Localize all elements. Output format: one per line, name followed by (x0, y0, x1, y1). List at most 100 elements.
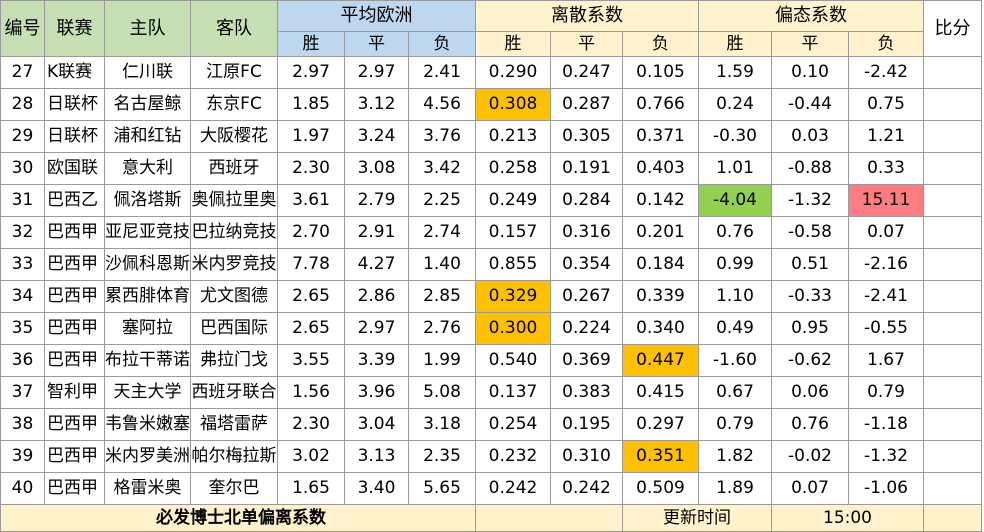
row-league-cell[interactable]: 巴西甲 (44, 280, 105, 313)
score-cell[interactable] (923, 440, 982, 473)
row-league-cell[interactable]: 巴西乙 (44, 184, 105, 217)
bias-draw-cell[interactable]: 0.03 (771, 120, 849, 153)
odds-lose-cell[interactable]: 5.08 (408, 376, 476, 409)
bias-win-cell[interactable]: 1.01 (698, 152, 772, 185)
disp-lose-cell[interactable]: 0.351 (622, 440, 699, 473)
odds-lose-cell[interactable]: 1.99 (408, 344, 476, 377)
row-away-cell[interactable]: 巴拉纳竞技 (190, 216, 278, 249)
disp-win-cell[interactable]: 0.290 (475, 56, 551, 89)
row-league-cell[interactable]: 欧国联 (44, 152, 105, 185)
bias-win-cell[interactable]: 0.79 (698, 408, 772, 441)
bias-draw-cell[interactable]: -1.32 (771, 184, 849, 217)
bias-draw-cell[interactable]: -0.33 (771, 280, 849, 313)
score-cell[interactable] (923, 216, 982, 249)
disp-draw-cell[interactable]: 0.369 (550, 344, 623, 377)
row-home-cell[interactable]: 塞阿拉 (104, 312, 191, 345)
row-home-cell[interactable]: 累西腓体育 (104, 280, 191, 313)
disp-win-cell[interactable]: 0.157 (475, 216, 551, 249)
odds-lose-cell[interactable]: 3.76 (408, 120, 476, 153)
odds-win-cell[interactable]: 3.61 (277, 184, 345, 217)
bias-draw-cell[interactable]: -0.88 (771, 152, 849, 185)
row-num-cell[interactable]: 37 (0, 376, 45, 409)
odds-draw-cell[interactable]: 2.79 (344, 184, 409, 217)
score-cell[interactable] (923, 56, 982, 89)
bias-lose-cell[interactable]: 15.11 (848, 184, 924, 217)
row-league-cell[interactable]: 巴西甲 (44, 312, 105, 345)
odds-win-cell[interactable]: 2.65 (277, 312, 345, 345)
disp-win-cell[interactable]: 0.300 (475, 312, 551, 345)
odds-win-cell[interactable]: 2.65 (277, 280, 345, 313)
disp-win-cell[interactable]: 0.258 (475, 152, 551, 185)
row-num-cell[interactable]: 32 (0, 216, 45, 249)
row-num-cell[interactable]: 36 (0, 344, 45, 377)
row-away-cell[interactable]: 巴西国际 (190, 312, 278, 345)
header-league[interactable]: 联赛 (44, 0, 105, 57)
row-away-cell[interactable]: 尤文图德 (190, 280, 278, 313)
header-odds-draw[interactable]: 平 (344, 31, 409, 57)
disp-draw-cell[interactable]: 0.287 (550, 88, 623, 121)
row-num-cell[interactable]: 34 (0, 280, 45, 313)
row-home-cell[interactable]: 意大利 (104, 152, 191, 185)
bias-win-cell[interactable]: -1.60 (698, 344, 772, 377)
bias-win-cell[interactable]: 0.99 (698, 248, 772, 281)
odds-draw-cell[interactable]: 3.39 (344, 344, 409, 377)
bias-lose-cell[interactable]: -1.06 (848, 472, 924, 505)
header-home[interactable]: 主队 (104, 0, 191, 57)
row-home-cell[interactable]: 米内罗美洲 (104, 440, 191, 473)
score-cell[interactable] (923, 152, 982, 185)
row-home-cell[interactable]: 浦和红钻 (104, 120, 191, 153)
row-home-cell[interactable]: 沙佩科恩斯 (104, 248, 191, 281)
disp-draw-cell[interactable]: 0.191 (550, 152, 623, 185)
odds-draw-cell[interactable]: 3.13 (344, 440, 409, 473)
disp-draw-cell[interactable]: 0.247 (550, 56, 623, 89)
row-home-cell[interactable]: 亚尼亚竞技 (104, 216, 191, 249)
odds-win-cell[interactable]: 1.97 (277, 120, 345, 153)
bias-lose-cell[interactable]: 0.75 (848, 88, 924, 121)
header-num[interactable]: 编号 (0, 0, 45, 57)
bias-win-cell[interactable]: 0.76 (698, 216, 772, 249)
disp-win-cell[interactable]: 0.249 (475, 184, 551, 217)
disp-draw-cell[interactable]: 0.242 (550, 472, 623, 505)
bias-draw-cell[interactable]: 0.95 (771, 312, 849, 345)
bias-win-cell[interactable]: 1.10 (698, 280, 772, 313)
score-cell[interactable] (923, 280, 982, 313)
header-bias-draw[interactable]: 平 (771, 31, 849, 57)
odds-lose-cell[interactable]: 2.35 (408, 440, 476, 473)
disp-lose-cell[interactable]: 0.339 (622, 280, 699, 313)
disp-win-cell[interactable]: 0.329 (475, 280, 551, 313)
score-cell[interactable] (923, 120, 982, 153)
row-away-cell[interactable]: 奎尔巴 (190, 472, 278, 505)
header-disp-win[interactable]: 胜 (475, 31, 551, 57)
row-away-cell[interactable]: 江原FC (190, 56, 278, 89)
disp-win-cell[interactable]: 0.254 (475, 408, 551, 441)
header-away[interactable]: 客队 (190, 0, 278, 57)
row-league-cell[interactable]: K联赛 (44, 56, 105, 89)
row-home-cell[interactable]: 名古屋鲸 (104, 88, 191, 121)
row-league-cell[interactable]: 日联杯 (44, 88, 105, 121)
row-home-cell[interactable]: 天主大学 (104, 376, 191, 409)
bias-draw-cell[interactable]: 0.51 (771, 248, 849, 281)
row-league-cell[interactable]: 巴西甲 (44, 344, 105, 377)
score-cell[interactable] (923, 248, 982, 281)
odds-lose-cell[interactable]: 2.85 (408, 280, 476, 313)
row-league-cell[interactable]: 巴西甲 (44, 248, 105, 281)
disp-draw-cell[interactable]: 0.310 (550, 440, 623, 473)
odds-draw-cell[interactable]: 3.24 (344, 120, 409, 153)
row-league-cell[interactable]: 巴西甲 (44, 440, 105, 473)
row-away-cell[interactable]: 西班牙联合 (190, 376, 278, 409)
odds-win-cell[interactable]: 2.30 (277, 152, 345, 185)
row-league-cell[interactable]: 巴西甲 (44, 216, 105, 249)
header-odds-win[interactable]: 胜 (277, 31, 345, 57)
disp-lose-cell[interactable]: 0.415 (622, 376, 699, 409)
odds-win-cell[interactable]: 2.30 (277, 408, 345, 441)
disp-win-cell[interactable]: 0.137 (475, 376, 551, 409)
row-league-cell[interactable]: 日联杯 (44, 120, 105, 153)
row-away-cell[interactable]: 西班牙 (190, 152, 278, 185)
odds-lose-cell[interactable]: 1.40 (408, 248, 476, 281)
bias-win-cell[interactable]: 1.59 (698, 56, 772, 89)
odds-lose-cell[interactable]: 2.76 (408, 312, 476, 345)
odds-lose-cell[interactable]: 3.42 (408, 152, 476, 185)
bias-win-cell[interactable]: -4.04 (698, 184, 772, 217)
bias-lose-cell[interactable]: -0.55 (848, 312, 924, 345)
disp-lose-cell[interactable]: 0.142 (622, 184, 699, 217)
